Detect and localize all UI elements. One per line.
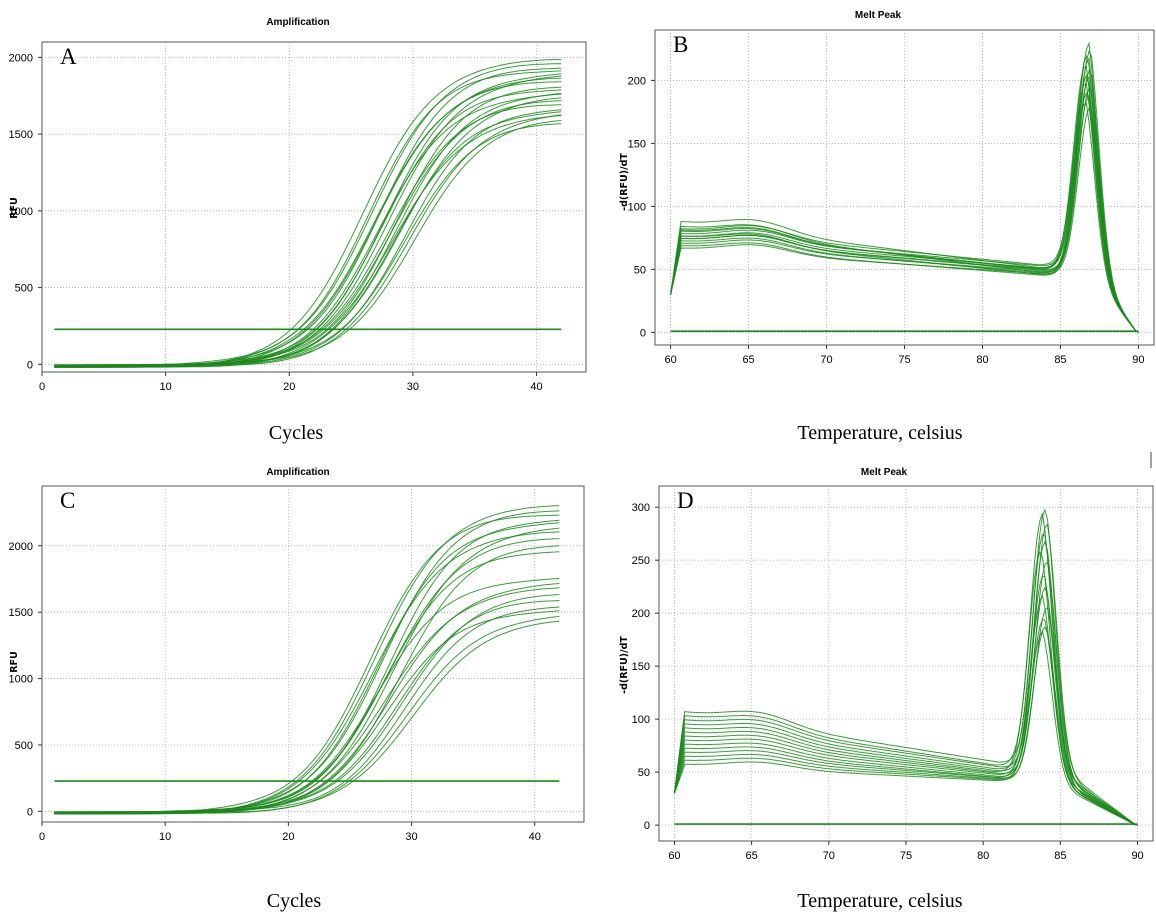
x-tick-label: 80 <box>976 354 988 366</box>
y-tick-label: 500 <box>15 283 33 295</box>
series-line <box>673 540 1138 826</box>
x-tick-label: 40 <box>529 831 541 843</box>
series-line <box>673 629 1138 826</box>
series-line <box>670 82 1139 333</box>
panel-c-title: Amplification <box>266 467 329 478</box>
x-tick-label: 10 <box>160 381 172 393</box>
series-line <box>673 560 1138 826</box>
panel-letter: B <box>673 32 688 57</box>
y-tick-label: 100 <box>628 201 646 213</box>
x-tick-label: 60 <box>664 354 676 366</box>
plot-area <box>41 485 585 823</box>
panel-c-ylabel: RFU <box>9 651 20 673</box>
panel-d-plot: 60 65 70 75 80 85 90 0 50 100 150 200 250 300 D <box>632 485 1154 862</box>
panel-b-plot: 60 65 70 75 80 85 90 0 50 100 150 200 B <box>628 29 1155 366</box>
series-line <box>673 606 1138 826</box>
y-tick-label: 250 <box>632 555 650 567</box>
x-tick-label: 90 <box>1131 850 1143 862</box>
series-line <box>673 593 1138 826</box>
y-tick-label: 150 <box>628 138 646 150</box>
panel-c-plot: 0 10 20 30 40 0 500 1000 1500 2000 C <box>9 485 585 843</box>
y-tick-label: 2000 <box>9 541 33 553</box>
x-tick-label: 80 <box>977 850 989 862</box>
panel-d-xcaption: Temperature, celsius <box>797 890 962 912</box>
panel-c-xcaption: Cycles <box>267 890 322 912</box>
series-line <box>673 618 1138 826</box>
panel-b: Melt Peak -d(RFU)/dT Temperature, celsiu… <box>619 10 1155 444</box>
y-tick-label: 200 <box>632 608 650 620</box>
y-tick-label: 0 <box>27 359 33 371</box>
x-tick-label: 65 <box>746 850 758 862</box>
y-tick-label: 300 <box>632 502 650 514</box>
y-tick-label: 0 <box>644 820 650 832</box>
series-line <box>54 620 560 814</box>
series-line <box>673 523 1138 826</box>
series-line <box>54 120 562 368</box>
series-line <box>670 107 1139 333</box>
panel-letter: C <box>60 488 75 513</box>
panel-a-plot: 0 10 20 30 40 0 500 1000 1500 2000 A <box>9 41 587 393</box>
series-line <box>54 606 560 815</box>
x-tick-label: 30 <box>405 831 417 843</box>
panel-b-title: Melt Peak <box>855 10 902 21</box>
panel-c: Amplification RFU Cycles 0 10 20 30 40 0 500 10… <box>9 467 585 912</box>
series-line <box>670 91 1139 333</box>
series-line <box>673 626 1138 826</box>
y-tick-label: 200 <box>628 75 646 87</box>
x-tick-label: 20 <box>282 831 294 843</box>
panel-b-xcaption: Temperature, celsius <box>797 422 962 444</box>
x-tick-label: 10 <box>159 831 171 843</box>
panel-d-title: Melt Peak <box>861 467 908 478</box>
x-tick-label: 90 <box>1132 354 1144 366</box>
panel-a-xcaption: Cycles <box>269 422 324 444</box>
y-tick-label: 2000 <box>9 52 33 64</box>
y-tick-label: 1500 <box>9 607 33 619</box>
y-tick-label: 1000 <box>9 206 33 218</box>
y-tick-label: 50 <box>638 767 650 779</box>
panel-letter: A <box>60 44 77 69</box>
x-tick-label: 70 <box>820 354 832 366</box>
y-tick-label: 100 <box>632 714 650 726</box>
x-tick-label: 40 <box>530 381 542 393</box>
series-line <box>673 575 1138 826</box>
y-tick-label: 150 <box>632 661 650 673</box>
y-tick-label: 50 <box>634 264 646 276</box>
series-line <box>673 586 1138 826</box>
x-tick-label: 70 <box>823 850 835 862</box>
x-tick-label: 60 <box>668 850 680 862</box>
series-line <box>54 115 562 368</box>
y-tick-label: 0 <box>27 806 33 818</box>
panel-letter: D <box>677 488 694 513</box>
x-tick-label: 0 <box>39 381 45 393</box>
panel-a-ylabel: RFU <box>9 197 20 219</box>
y-tick-label: 1000 <box>9 674 33 686</box>
y-tick-label: 0 <box>640 327 646 339</box>
x-tick-label: 30 <box>407 381 419 393</box>
panel-b-ylabel: -d(RFU)/dT <box>619 153 630 211</box>
panel-d: Melt Peak -d(RFU)/dT Temperature, celsiu… <box>619 467 1154 912</box>
series-line <box>54 610 560 815</box>
series-line <box>673 508 1138 826</box>
x-tick-label: 85 <box>1054 354 1066 366</box>
panel-a-title: Amplification <box>266 17 329 28</box>
plot-area <box>41 41 587 373</box>
y-tick-label: 1500 <box>9 129 33 141</box>
x-tick-label: 75 <box>898 354 910 366</box>
x-tick-label: 85 <box>1054 850 1066 862</box>
series-line <box>670 65 1139 333</box>
panel-d-ylabel: -d(RFU)/dT <box>619 636 630 694</box>
panel-a: Amplification RFU Cycles 0 10 20 30 40 0 500 10… <box>9 17 587 444</box>
x-tick-label: 20 <box>283 381 295 393</box>
y-tick-label: 500 <box>15 740 33 752</box>
x-tick-label: 65 <box>742 354 754 366</box>
x-tick-label: 75 <box>900 850 912 862</box>
series-line <box>54 123 562 368</box>
series-line <box>670 102 1139 333</box>
x-tick-label: 0 <box>39 831 45 843</box>
